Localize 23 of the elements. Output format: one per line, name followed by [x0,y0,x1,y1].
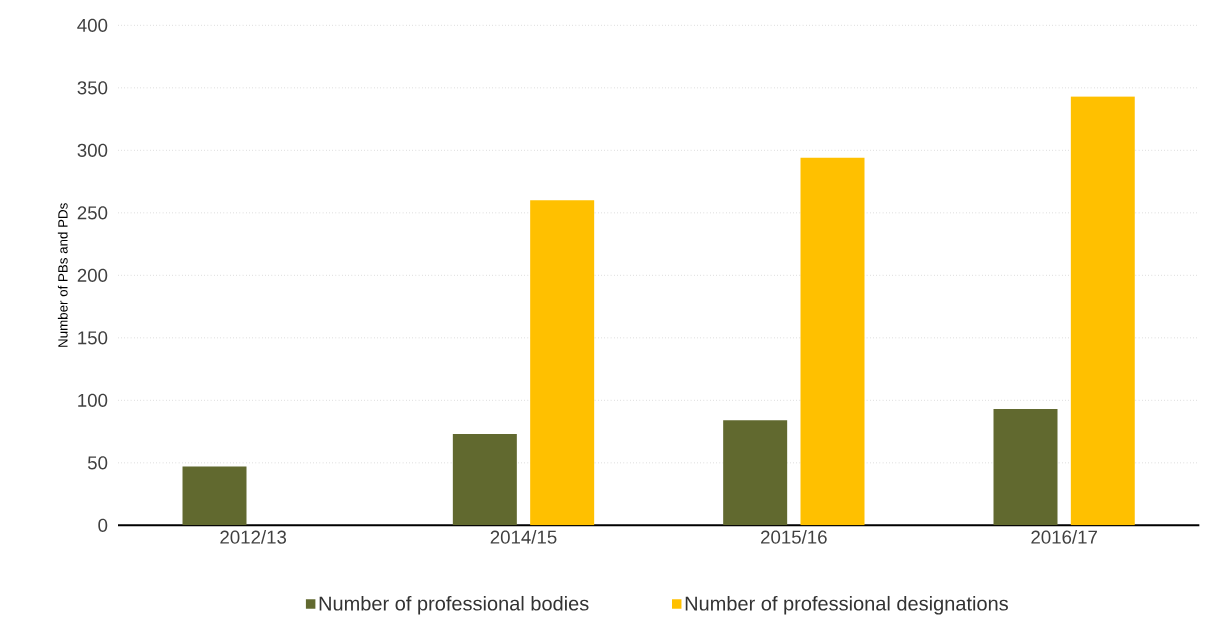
y-tick-label: 150 [78,331,108,345]
legend-label: Number of professional bodies [319,595,589,615]
y-tick-label: 250 [77,206,108,220]
y-tick-label: 200 [77,268,108,282]
y-tick-label: 100 [78,393,108,407]
bar [723,420,788,526]
y-tick-label: 50 [87,456,108,470]
bar [452,434,517,526]
bar [993,409,1058,526]
bar [1070,96,1135,526]
y-tick-label: 350 [77,81,108,95]
x-tick-label: 2012/13 [220,530,287,544]
y-tick-label: 300 [77,143,108,157]
y-axis-title: Number of PBs and PDs [57,203,68,347]
legend-label: Number of professional designations [685,595,1008,615]
bar [182,466,247,526]
bar [530,200,595,526]
y-tick-label: 400 [77,18,108,32]
bar [800,157,865,526]
x-tick-label: 2014/15 [490,530,557,544]
y-tick-label: 0 [98,518,108,532]
x-tick-label: 2016/17 [1031,530,1097,544]
x-tick-label: 2015/16 [761,530,827,544]
